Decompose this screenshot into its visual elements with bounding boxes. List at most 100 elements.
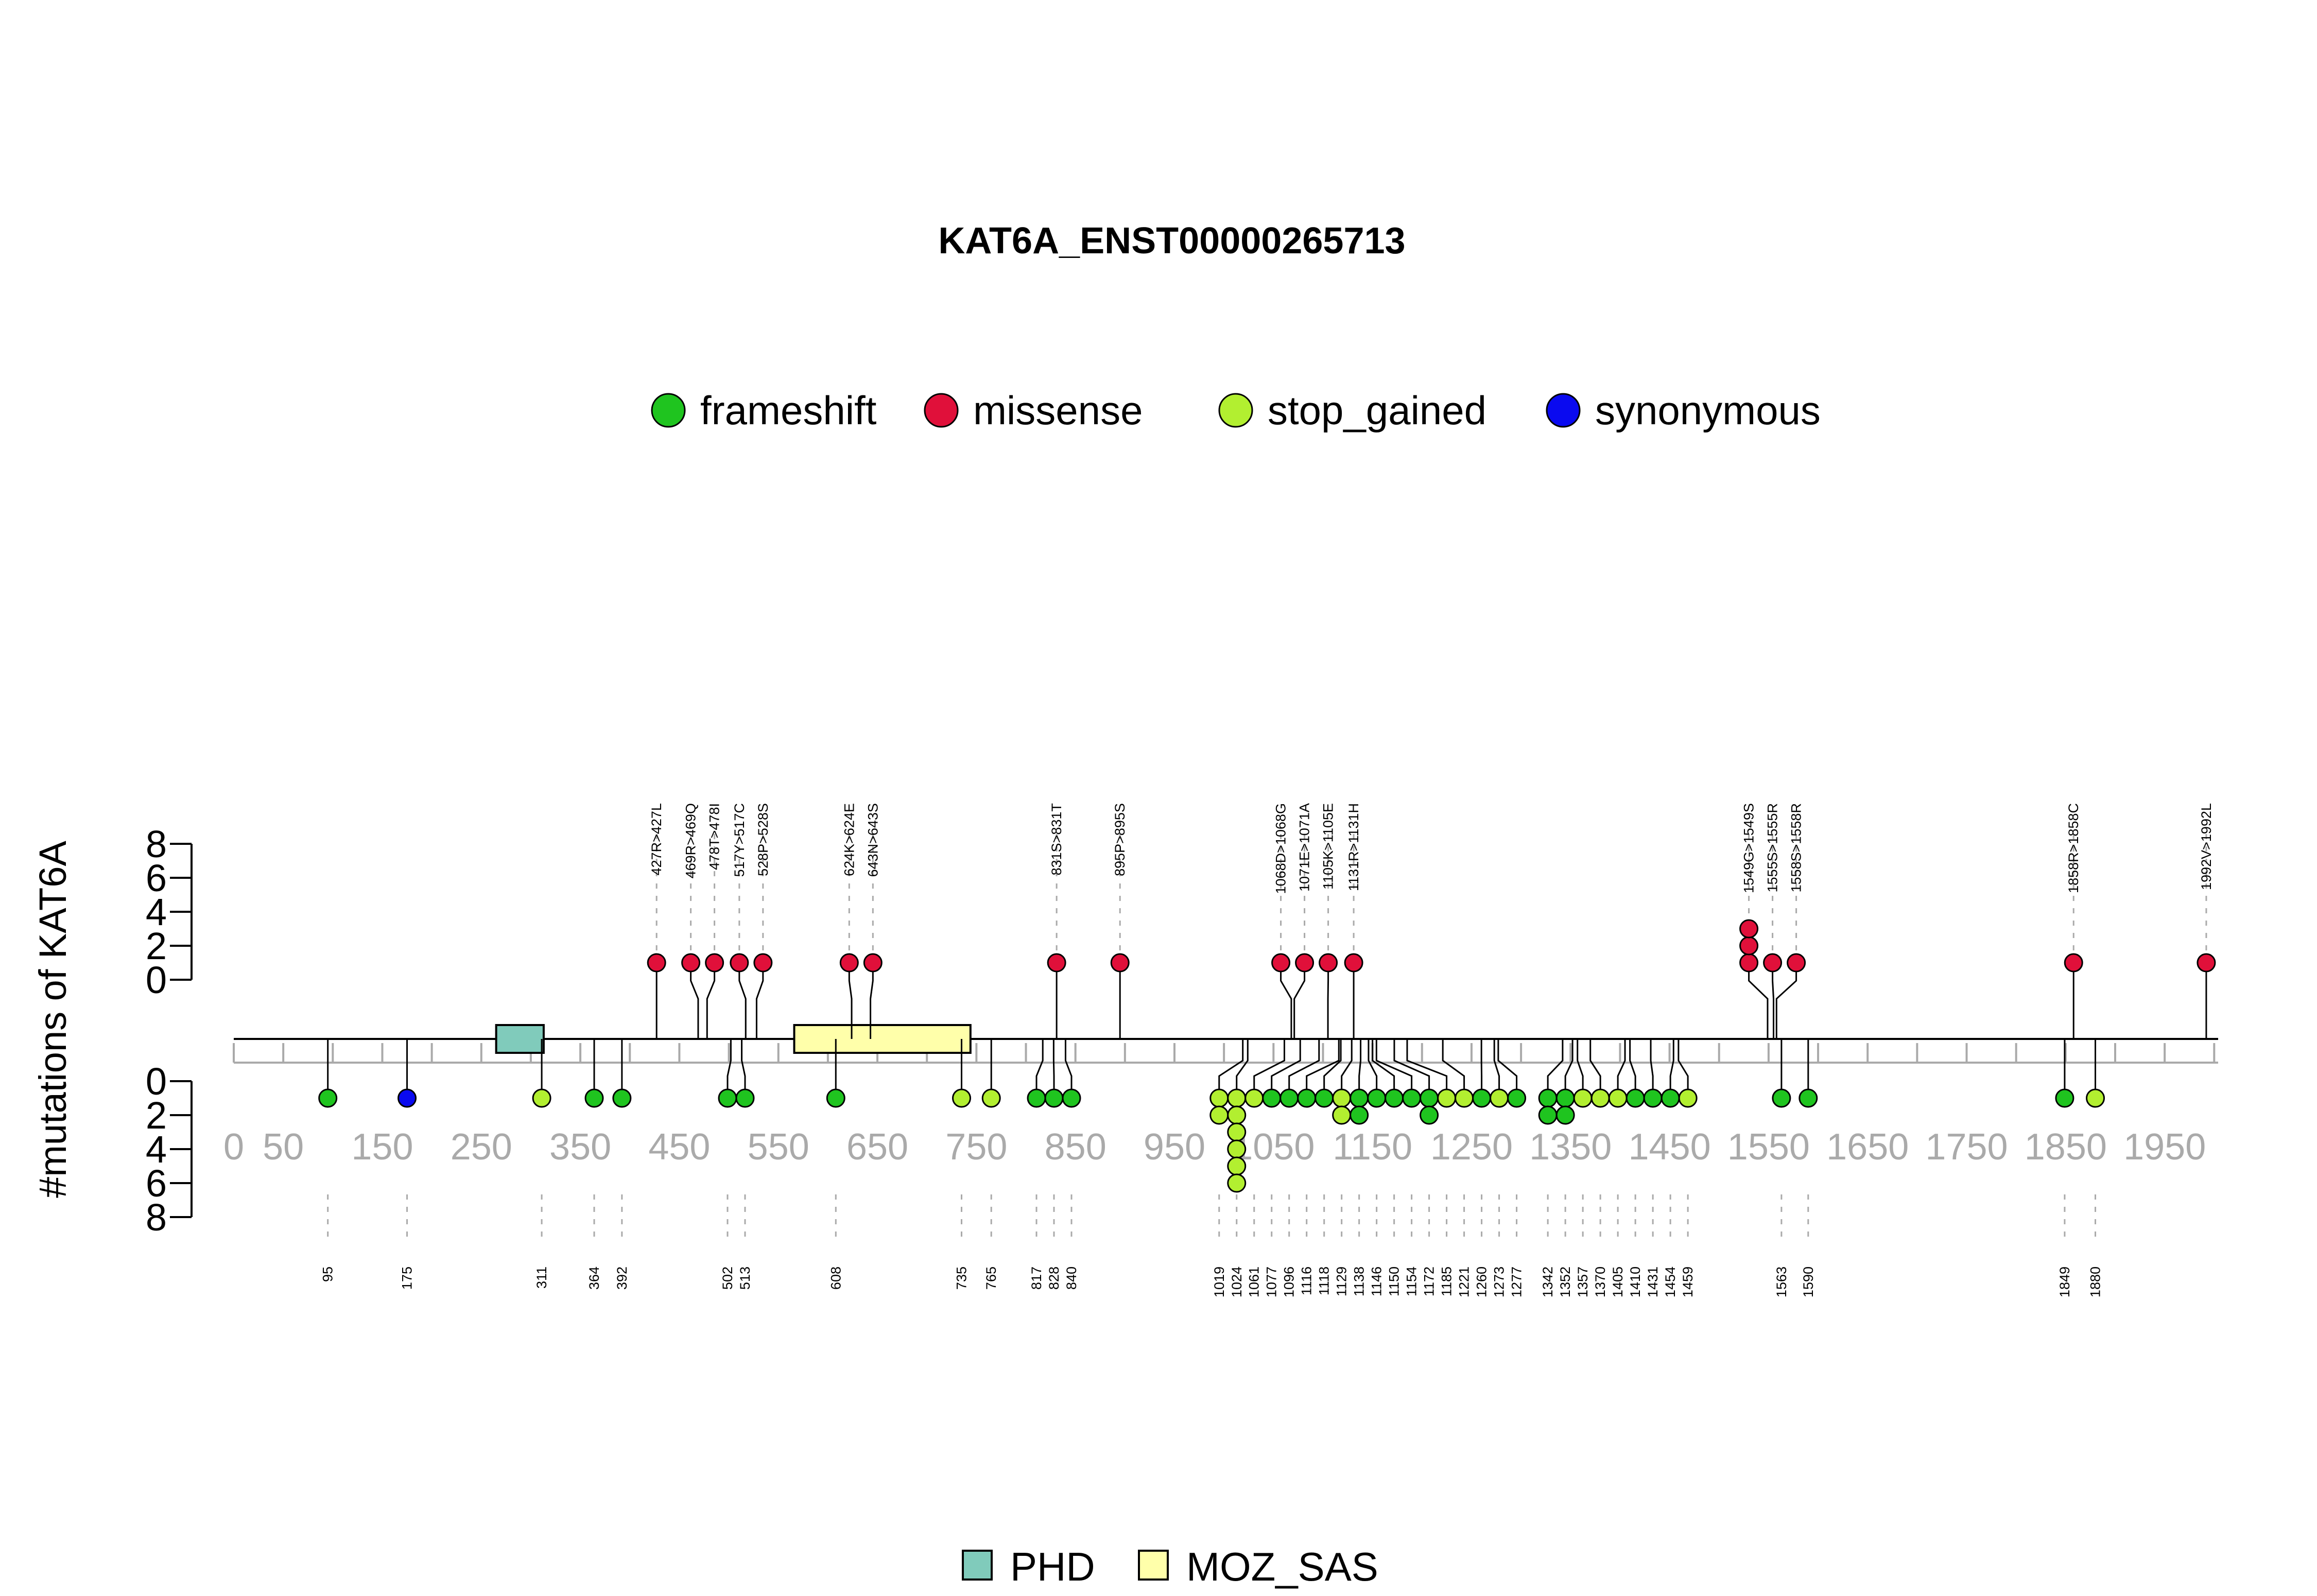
position-label: 364	[586, 1267, 602, 1290]
position-label: 1019	[1212, 1267, 1227, 1297]
lollipop-stems	[327, 963, 2207, 1098]
position-label: 1096	[1282, 1267, 1297, 1297]
x-tick-label: 1450	[1628, 1126, 1710, 1168]
lower-stem	[1564, 1039, 1574, 1098]
missense-label: 469R>469Q	[683, 803, 699, 878]
missense-stem	[1772, 963, 1775, 1039]
lower-stem	[1406, 1039, 1448, 1098]
frameshift-dot	[1350, 1088, 1369, 1108]
x-tick-label: 1850	[2025, 1126, 2107, 1168]
missense-label: 528P>528S	[755, 803, 771, 876]
stop_gained-dot	[1332, 1105, 1352, 1125]
x-tick-label: 950	[1144, 1126, 1205, 1168]
lollipop-dots	[318, 919, 2216, 1193]
position-label: 817	[1029, 1267, 1044, 1290]
position-label: 1405	[1610, 1267, 1626, 1297]
frameshift-dot	[1626, 1088, 1645, 1108]
stop_gained-dot	[1227, 1088, 1247, 1108]
mutation-legend: frameshift missense stop_gained synonymous	[651, 388, 1821, 433]
missense-dot	[730, 953, 749, 973]
missense-dot	[1344, 953, 1363, 973]
upper-y-tick-label: 4	[146, 891, 167, 933]
legend-MOZ_SAS-label: MOZ_SAS	[1186, 1544, 1378, 1589]
lower-stem	[1306, 1039, 1340, 1098]
legend-PHD-label: PHD	[1010, 1544, 1095, 1589]
position-label: 1024	[1229, 1267, 1244, 1297]
frameshift-dot	[1385, 1088, 1404, 1108]
stop_gained-dot	[1227, 1122, 1247, 1142]
stop_gained-dot	[1227, 1105, 1247, 1125]
upper-y-tick-label: 0	[146, 959, 167, 1001]
legend-missense-swatch	[924, 393, 959, 428]
lower-stem	[1271, 1039, 1301, 1098]
missense-stem	[690, 963, 699, 1039]
position-label: 735	[954, 1267, 970, 1290]
missense-label: 1555S>1555R	[1765, 803, 1780, 892]
stop_gained-dot	[1678, 1088, 1698, 1108]
lower-stem	[1064, 1039, 1073, 1098]
legend-MOZ_SAS-swatch	[1138, 1550, 1169, 1581]
position-label: 1221	[1457, 1267, 1472, 1297]
stop_gained-dot	[1209, 1088, 1229, 1108]
legend-synonymous-label: synonymous	[1595, 388, 1821, 433]
stop_gained-dot	[532, 1088, 551, 1108]
lower-stem	[727, 1039, 732, 1098]
missense-stem	[706, 963, 716, 1039]
position-label: 1563	[1774, 1267, 1789, 1297]
frameshift-dot	[1538, 1105, 1558, 1125]
missense-label: 1549G>1549S	[1741, 803, 1757, 893]
position-label: 1077	[1264, 1267, 1279, 1297]
lower-stem	[1393, 1039, 1430, 1098]
lower-stem	[1323, 1039, 1342, 1098]
position-label: 1273	[1492, 1267, 1507, 1297]
lower-stem	[1589, 1039, 1601, 1098]
missense-dot	[863, 953, 883, 973]
mutation-labels: 427R>427L 469R>469Q 478T>478I 517Y>517C 528P…	[320, 803, 2214, 1297]
legend-stop_gained-label: stop_gained	[1268, 388, 1486, 433]
x-tick-label: 1950	[2123, 1126, 2206, 1168]
missense-dot	[681, 953, 701, 973]
lower-stem	[1375, 1039, 1413, 1098]
frameshift-dot	[1402, 1088, 1422, 1108]
lower-stem	[1236, 1039, 1249, 1098]
missense-label: 643N>643S	[865, 803, 880, 877]
position-label: 1146	[1369, 1267, 1385, 1296]
upper-y-tick-label: 6	[146, 857, 167, 899]
stop_gained-dot	[1227, 1173, 1247, 1193]
missense-label: 1105K>1105E	[1321, 803, 1336, 890]
position-label: 1260	[1474, 1267, 1490, 1297]
missense-stem	[755, 963, 764, 1039]
lower-stem	[1577, 1039, 1584, 1098]
lower-stem	[1629, 1039, 1636, 1098]
stop_gained-dot	[981, 1088, 1001, 1108]
lower-stem	[1372, 1039, 1395, 1098]
lower-stem	[1617, 1039, 1626, 1098]
position-label: 1154	[1404, 1267, 1420, 1296]
stop_gained-dot	[1455, 1088, 1474, 1108]
position-label: 1849	[2057, 1267, 2072, 1297]
x-tick-label: 450	[648, 1126, 710, 1168]
missense-label: 1558S>1558R	[1789, 803, 1804, 892]
missense-label: 517Y>517C	[732, 803, 747, 877]
position-label: 1118	[1317, 1267, 1332, 1295]
stop_gained-dot	[1227, 1156, 1247, 1176]
missense-dot	[1739, 936, 1759, 956]
legend-frameshift-swatch	[651, 393, 686, 428]
frameshift-dot	[1027, 1088, 1046, 1108]
lower-stem	[1052, 1039, 1055, 1098]
stop_gained-dot	[1608, 1088, 1628, 1108]
lower-y-tick-label: 2	[146, 1094, 167, 1137]
frameshift-dot	[1420, 1088, 1439, 1108]
frameshift-dot	[1297, 1088, 1317, 1108]
domain-PHD	[495, 1024, 545, 1054]
frameshift-dot	[826, 1088, 845, 1108]
stop_gained-dot	[1332, 1088, 1352, 1108]
position-label: 1590	[1801, 1267, 1816, 1297]
lower-stem	[1497, 1039, 1518, 1098]
missense-dot	[1787, 953, 1806, 973]
frameshift-dot	[735, 1088, 755, 1108]
x-tick-label: 150	[351, 1126, 413, 1168]
stop_gained-dot	[1490, 1088, 1509, 1108]
position-label: 1352	[1558, 1267, 1573, 1297]
frameshift-dot	[1367, 1088, 1387, 1108]
